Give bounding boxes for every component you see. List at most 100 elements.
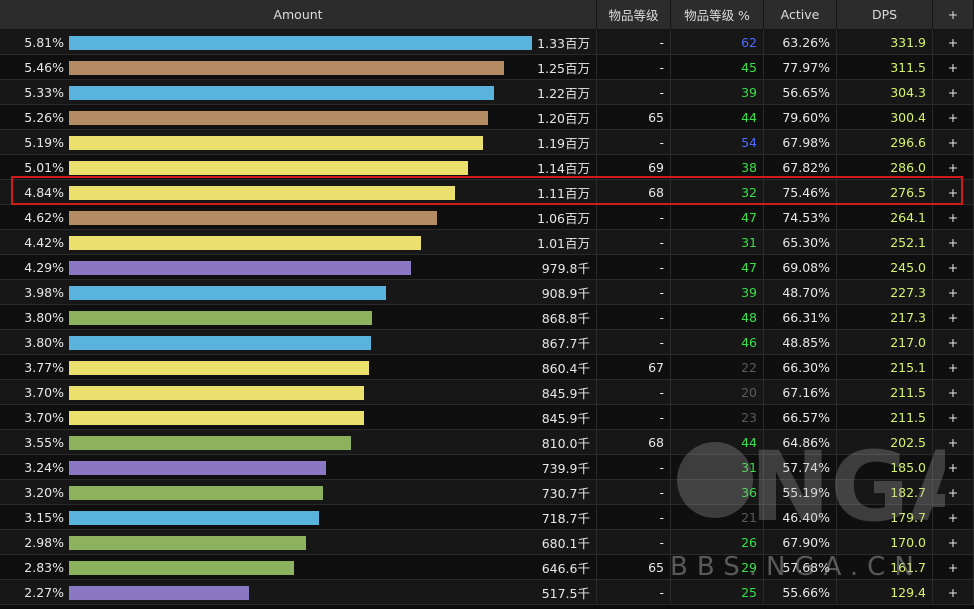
col-header-amount[interactable]: Amount [0,0,597,30]
expand-button[interactable]: + [933,55,974,80]
expand-button[interactable]: + [933,105,974,130]
ilvl-pct-cell: 38 [671,155,764,180]
dps-cell: 185.0 [837,455,933,480]
active-cell: 75.46% [764,180,837,205]
expand-button[interactable]: + [933,230,974,255]
amount-cell: 5.33% 1.22百万 [0,80,597,105]
expand-button[interactable]: + [933,255,974,280]
dps-cell: 170.0 [837,530,933,555]
amount-bar [69,236,421,250]
expand-button[interactable]: + [933,355,974,380]
amount-percent: 3.70% [24,409,64,425]
expand-button[interactable]: + [933,380,974,405]
dps-cell: 264.1 [837,205,933,230]
table-row[interactable]: 5.01% 1.14百万 69 38 67.82% 286.0 + [0,155,974,180]
expand-button[interactable]: + [933,330,974,355]
amount-cell: 5.01% 1.14百万 [0,155,597,180]
active-cell: 48.70% [764,280,837,305]
table-row[interactable]: 5.19% 1.19百万 -54 67.98% 296.6 + [0,130,974,155]
table-row[interactable]: 4.42% 1.01百万 -31 65.30% 252.1 + [0,230,974,255]
table-row[interactable]: 3.77% 860.4千 67 22 66.30% 215.1 + [0,355,974,380]
amount-value: 1.19百万 [537,135,590,151]
ilvl-pct-cell: 36 [671,480,764,505]
ilvl-pct-cell: 47 [671,255,764,280]
table-row[interactable]: 3.70% 845.9千 -20 67.16% 211.5 + [0,380,974,405]
table-row[interactable]: 5.46% 1.25百万 -45 77.97% 311.5 + [0,55,974,80]
table-row[interactable]: 4.84% 1.11百万 68 32 75.46% 276.5 + [0,180,974,205]
table-row[interactable]: 3.70% 845.9千 -23 66.57% 211.5 + [0,405,974,430]
expand-button[interactable]: + [933,405,974,430]
table-row[interactable]: 4.29% 979.8千 -47 69.08% 245.0 + [0,255,974,280]
amount-percent: 3.20% [24,484,64,500]
table-row[interactable]: 3.98% 908.9千 -39 48.70% 227.3 + [0,280,974,305]
ilvl-pct-cell: 48 [671,305,764,330]
table-row[interactable]: 5.81% 1.33百万 -62 63.26% 331.9 + [0,30,974,55]
active-cell: 69.08% [764,255,837,280]
expand-button[interactable]: + [933,505,974,530]
table-row[interactable]: 5.33% 1.22百万 -39 56.65% 304.3 + [0,80,974,105]
ilvl-pct-cell: 39 [671,80,764,105]
amount-value: 1.11百万 [537,185,590,201]
watermark-site-text: BBS.NGA.CN [670,552,923,582]
expand-button[interactable]: + [933,530,974,555]
col-header-dps[interactable]: DPS [837,0,933,30]
ilvl-pct-cell: 62 [671,30,764,55]
col-header-ilvl[interactable]: 物品等级 [597,0,671,30]
amount-bar [69,36,532,50]
active-cell: 79.60% [764,105,837,130]
dps-cell: 276.5 [837,180,933,205]
col-header-active[interactable]: Active [764,0,837,30]
amount-value: 860.4千 [541,360,590,376]
table-row[interactable]: 3.20% 730.7千 -36 55.19% 182.7 + [0,480,974,505]
amount-value: 739.9千 [541,460,590,476]
expand-button[interactable]: + [933,280,974,305]
table-row[interactable]: 3.80% 867.7千 -46 48.85% 217.0 + [0,330,974,355]
amount-percent: 3.15% [24,509,64,525]
table-row[interactable]: 3.80% 868.8千 -48 66.31% 217.3 + [0,305,974,330]
amount-value: 680.1千 [541,535,590,551]
expand-button[interactable]: + [933,205,974,230]
amount-value: 908.9千 [541,285,590,301]
table-row[interactable]: 2.27% 517.5千 -25 55.66% 129.4 + [0,580,974,605]
amount-value: 810.0千 [541,435,590,451]
expand-button[interactable]: + [933,80,974,105]
dps-cell: 211.5 [837,380,933,405]
expand-button[interactable]: + [933,155,974,180]
expand-button[interactable]: + [933,455,974,480]
col-header-add-button[interactable]: + [933,0,974,30]
expand-button[interactable]: + [933,580,974,605]
dps-cell: 202.5 [837,430,933,455]
ilvl-cell: - [597,530,671,555]
table-row[interactable]: 5.26% 1.20百万 65 44 79.60% 300.4 + [0,105,974,130]
active-cell: 74.53% [764,205,837,230]
table-row[interactable]: 3.15% 718.7千 -21 46.40% 179.7 + [0,505,974,530]
expand-button[interactable]: + [933,305,974,330]
amount-bar [69,586,249,600]
dps-cell: 215.1 [837,355,933,380]
expand-button[interactable]: + [933,555,974,580]
amount-percent: 4.29% [24,259,64,275]
expand-button[interactable]: + [933,180,974,205]
table-row[interactable]: 3.55% 810.0千 68 44 64.86% 202.5 + [0,430,974,455]
active-cell: 55.19% [764,480,837,505]
dps-cell: 331.9 [837,30,933,55]
amount-value: 1.06百万 [537,210,590,226]
ilvl-cell: - [597,280,671,305]
table-row[interactable]: 2.98% 680.1千 -26 67.90% 170.0 + [0,530,974,555]
active-cell: 67.90% [764,530,837,555]
dps-cell: 304.3 [837,80,933,105]
expand-button[interactable]: + [933,430,974,455]
table-body: 5.81% 1.33百万 -62 63.26% 331.9 +5.46% 1.25百万 -45… [0,30,974,605]
table-row[interactable]: 2.83% 646.6千 65 29 57.68% 161.7 + [0,555,974,580]
expand-button[interactable]: + [933,130,974,155]
active-cell: 67.82% [764,155,837,180]
table-row[interactable]: 3.24% 739.9千 -31 57.74% 185.0 + [0,455,974,480]
expand-button[interactable]: + [933,480,974,505]
expand-button[interactable]: + [933,30,974,55]
amount-value: 730.7千 [541,485,590,501]
table-row[interactable]: 4.62% 1.06百万 -47 74.53% 264.1 + [0,205,974,230]
col-header-ilvl-pct[interactable]: 物品等级 % [671,0,764,30]
amount-percent: 5.46% [24,59,64,75]
ilvl-cell: 68 [597,430,671,455]
amount-bar [69,286,386,300]
